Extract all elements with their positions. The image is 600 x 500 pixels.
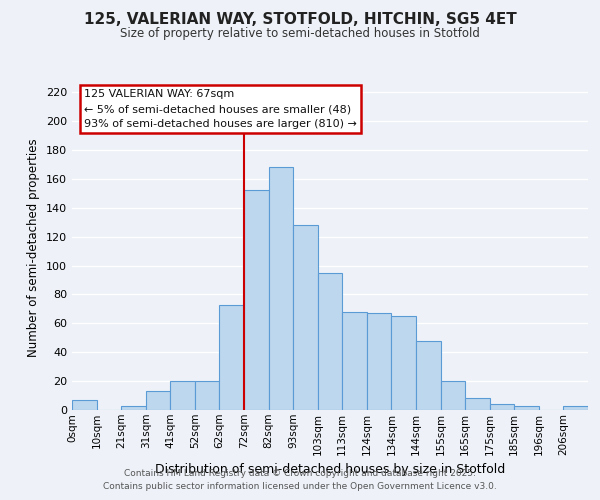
Bar bbox=[170, 381, 195, 410]
Bar bbox=[269, 168, 293, 410]
Bar bbox=[318, 273, 342, 410]
Bar bbox=[72, 400, 97, 410]
Text: Size of property relative to semi-detached houses in Stotfold: Size of property relative to semi-detach… bbox=[120, 28, 480, 40]
Bar bbox=[367, 313, 391, 410]
Bar bbox=[465, 398, 490, 410]
Bar bbox=[514, 406, 539, 410]
Bar bbox=[563, 406, 588, 410]
Bar bbox=[391, 316, 416, 410]
Bar bbox=[293, 225, 318, 410]
Text: Contains HM Land Registry data © Crown copyright and database right 2025.: Contains HM Land Registry data © Crown c… bbox=[124, 468, 476, 477]
Bar bbox=[244, 190, 269, 410]
Bar bbox=[121, 406, 146, 410]
Bar bbox=[146, 391, 170, 410]
Bar bbox=[490, 404, 514, 410]
Bar bbox=[416, 340, 440, 410]
Text: Contains public sector information licensed under the Open Government Licence v3: Contains public sector information licen… bbox=[103, 482, 497, 491]
X-axis label: Distribution of semi-detached houses by size in Stotfold: Distribution of semi-detached houses by … bbox=[155, 463, 505, 476]
Text: 125 VALERIAN WAY: 67sqm
← 5% of semi-detached houses are smaller (48)
93% of sem: 125 VALERIAN WAY: 67sqm ← 5% of semi-det… bbox=[84, 90, 357, 129]
Y-axis label: Number of semi-detached properties: Number of semi-detached properties bbox=[28, 138, 40, 357]
Bar bbox=[220, 304, 244, 410]
Bar bbox=[195, 381, 220, 410]
Bar bbox=[342, 312, 367, 410]
Text: 125, VALERIAN WAY, STOTFOLD, HITCHIN, SG5 4ET: 125, VALERIAN WAY, STOTFOLD, HITCHIN, SG… bbox=[83, 12, 517, 28]
Bar bbox=[440, 381, 465, 410]
